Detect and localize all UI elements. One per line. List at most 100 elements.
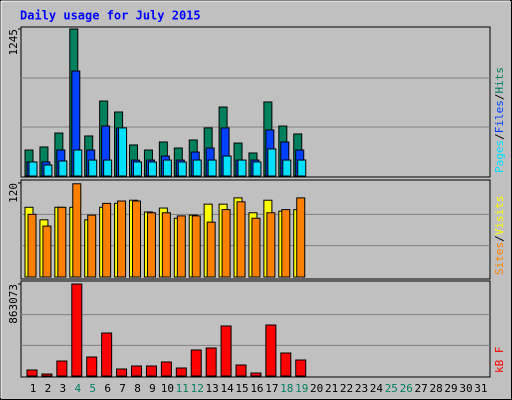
bar: [250, 372, 262, 377]
y-tick-label: 1245: [7, 29, 20, 56]
bar: [71, 283, 83, 377]
bar: [146, 212, 156, 278]
bar: [132, 200, 142, 278]
legend: kB F: [493, 347, 506, 374]
bar: [176, 215, 186, 278]
x-tick-label: 29: [444, 382, 457, 395]
legend-entry: Hits: [493, 67, 506, 94]
bar: [88, 159, 98, 177]
bar: [43, 164, 53, 177]
chart-title: Daily usage for July 2015: [20, 9, 201, 23]
bar: [297, 159, 307, 177]
bar: [236, 201, 246, 278]
x-tick-label: 15: [235, 382, 248, 395]
x-tick-label: 23: [355, 382, 368, 395]
bar: [175, 367, 187, 377]
bar: [221, 209, 231, 278]
legend-separator: /: [493, 94, 506, 101]
bar: [87, 214, 97, 278]
bar: [42, 225, 52, 278]
bar: [281, 209, 291, 278]
bar: [266, 212, 276, 278]
bar: [235, 364, 247, 377]
bar: [41, 373, 53, 377]
x-tick-label: 4: [74, 382, 81, 395]
bar: [145, 365, 157, 377]
bar: [267, 148, 277, 177]
legend: Sites/Visits: [493, 196, 506, 276]
legend-entry: Pages: [493, 140, 506, 173]
bar: [131, 365, 143, 377]
y-tick-label: 120: [7, 183, 20, 203]
bar: [57, 206, 67, 278]
x-tick-label: 5: [89, 382, 96, 395]
x-tick-label: 17: [265, 382, 278, 395]
legend-entry: Visits: [493, 196, 506, 236]
bar: [27, 213, 37, 278]
bar: [58, 160, 68, 177]
bar: [205, 347, 217, 377]
x-tick-label: 25: [385, 382, 398, 395]
bar: [252, 161, 262, 177]
bar: [177, 161, 187, 177]
x-tick-label: 9: [149, 382, 156, 395]
bar: [116, 368, 128, 377]
bar: [280, 352, 292, 377]
bar: [190, 349, 202, 377]
x-tick-label: 3: [60, 382, 67, 395]
x-tick-label: 8: [134, 382, 141, 395]
bar: [191, 215, 201, 278]
bar: [237, 159, 247, 177]
x-tick-label: 10: [161, 382, 174, 395]
bar: [206, 221, 216, 278]
bar: [73, 149, 83, 177]
x-tick-label: 1: [30, 382, 37, 395]
x-tick-label: 12: [191, 382, 204, 395]
bar: [251, 217, 261, 278]
bar: [207, 159, 217, 177]
bar: [56, 360, 68, 377]
bar: [28, 161, 38, 177]
bar: [222, 155, 232, 177]
x-tick-label: 16: [250, 382, 263, 395]
x-tick-label: 21: [325, 382, 338, 395]
bar: [118, 127, 128, 177]
x-tick-label: 31: [474, 382, 487, 395]
x-tick-label: 26: [400, 382, 413, 395]
x-tick-label: 6: [104, 382, 111, 395]
legend-entry: kB F: [493, 347, 506, 374]
x-tick-label: 30: [459, 382, 472, 395]
x-tick-label: 13: [206, 382, 219, 395]
x-tick-label: 7: [119, 382, 126, 395]
y-tick-label: 863073: [7, 284, 20, 324]
x-tick-label: 18: [280, 382, 293, 395]
bar: [296, 197, 306, 278]
bar: [101, 332, 113, 377]
bar: [102, 202, 112, 278]
bar: [161, 212, 171, 278]
legend-entry: Sites: [493, 242, 506, 275]
bar: [72, 183, 82, 278]
bar: [160, 361, 172, 377]
bar: [295, 359, 307, 377]
bar: [26, 369, 38, 377]
x-tick-label: 28: [429, 382, 442, 395]
bar: [162, 159, 172, 177]
x-tick-label: 19: [295, 382, 308, 395]
x-tick-label: 22: [340, 382, 353, 395]
bar: [192, 159, 202, 177]
panel: [20, 280, 491, 378]
bar: [265, 324, 277, 377]
x-tick-label: 11: [176, 382, 189, 395]
x-tick-label: 14: [220, 382, 234, 395]
x-tick-label: 27: [415, 382, 428, 395]
bar: [282, 159, 292, 177]
x-tick-label: 24: [370, 382, 384, 395]
legend-entry: Files: [493, 100, 506, 133]
x-tick-label: 20: [310, 382, 323, 395]
bar: [103, 159, 113, 177]
bar: [117, 200, 127, 278]
bar: [147, 161, 157, 177]
bar: [133, 161, 143, 177]
